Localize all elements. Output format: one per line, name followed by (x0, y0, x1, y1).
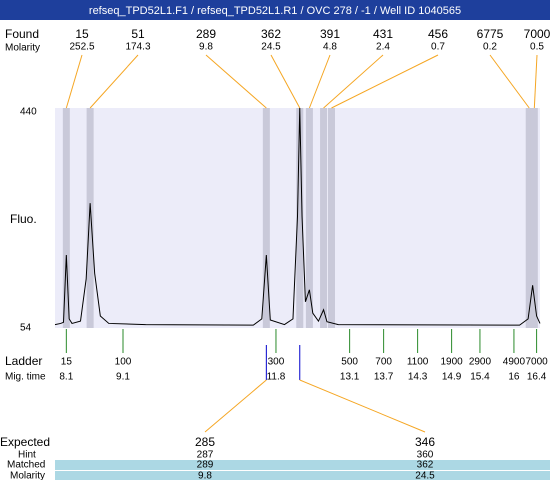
found-connector (331, 54, 439, 109)
ladder-size: 500 (341, 357, 358, 368)
hint-value: 287 (197, 450, 214, 461)
expected-molarity-label: Molarity (10, 471, 45, 480)
found-molarity: 24.5 (261, 42, 281, 53)
peak-band (525, 108, 533, 328)
ladder-mig-time: 8.1 (59, 372, 73, 383)
found-size: 51 (131, 27, 145, 41)
y-tick-label: 440 (20, 107, 37, 118)
ladder-size: 1100 (407, 357, 429, 368)
ladder-size: 7000 (525, 357, 548, 368)
ladder-size: 15 (61, 357, 73, 368)
peak-band (262, 108, 270, 328)
molarity-label: Molarity (5, 43, 40, 54)
found-molarity: 0.2 (483, 42, 497, 53)
found-size: 456 (428, 27, 448, 41)
peak-band (305, 108, 313, 328)
found-size: 7000 (524, 27, 550, 41)
found-molarity: 2.4 (376, 42, 390, 53)
ladder-mig-time: 13.1 (340, 372, 360, 383)
found-connector (205, 54, 267, 109)
peak-band (327, 108, 335, 328)
trace (54, 107, 541, 326)
ladder-mig-time: 16 (508, 372, 520, 383)
found-molarity: 252.5 (69, 42, 94, 53)
found-size: 289 (196, 27, 216, 41)
ladder-mig-time: 13.7 (374, 372, 394, 383)
expected-value: 285 (195, 435, 215, 449)
ladder-mig-time: 14.3 (408, 372, 428, 383)
found-molarity: 9.8 (199, 42, 213, 53)
hint-label: Hint (18, 450, 36, 461)
found-molarity: 174.3 (125, 42, 150, 53)
peak-band (530, 108, 538, 328)
peak-band (86, 108, 94, 328)
found-size: 431 (373, 27, 393, 41)
found-label: Found (5, 27, 39, 41)
found-molarity: 0.7 (431, 42, 445, 53)
peak-band (296, 108, 304, 328)
found-connector (323, 54, 384, 109)
expected-molarity: 9.8 (198, 471, 212, 480)
matched-label: Matched (7, 460, 45, 471)
ladder-size: 4900 (503, 357, 526, 368)
mig-time-label: Mig. time (5, 372, 46, 383)
found-connector (308, 54, 331, 109)
ladder-size: 300 (268, 357, 285, 368)
matched-value: 289 (197, 460, 214, 471)
expected-connector (299, 379, 426, 433)
hint-value: 360 (417, 450, 434, 461)
y-tick-label: 54 (20, 323, 32, 334)
expected-molarity: 24.5 (415, 471, 435, 480)
ladder-mig-time: 11.8 (267, 372, 286, 383)
peak-band (320, 108, 328, 328)
ladder-mig-time: 15.4 (470, 372, 490, 383)
ladder-label: Ladder (5, 354, 42, 368)
ladder-size: 700 (375, 357, 392, 368)
ladder-mig-time: 16.4 (527, 372, 547, 383)
found-size: 362 (261, 27, 281, 41)
matched-row-bg (55, 460, 550, 470)
found-connector (65, 54, 83, 109)
found-size: 391 (320, 27, 340, 41)
expected-label: Expected (0, 435, 50, 449)
ladder-size: 2900 (469, 357, 492, 368)
found-connector (533, 54, 538, 109)
y-label: Fluo. (10, 212, 37, 226)
ladder-size: 1900 (440, 357, 463, 368)
found-size: 6775 (477, 27, 504, 41)
title-bar (0, 0, 550, 20)
found-molarity: 4.8 (323, 42, 337, 53)
expected-value: 346 (415, 435, 435, 449)
ladder-mig-time: 9.1 (116, 372, 130, 383)
found-size: 15 (75, 27, 89, 41)
found-connector (89, 54, 139, 109)
found-connector (489, 54, 530, 109)
ladder-size: 100 (115, 357, 132, 368)
peak-band (62, 108, 70, 328)
molarity-row-bg (55, 471, 550, 480)
matched-value: 362 (417, 460, 434, 471)
ladder-mig-time: 14.9 (442, 372, 462, 383)
found-molarity: 0.5 (530, 42, 544, 53)
title: refseq_TPD52L1.F1 / refseq_TPD52L1.R1 / … (89, 5, 461, 17)
found-connector (270, 54, 301, 109)
expected-connector (204, 379, 267, 433)
